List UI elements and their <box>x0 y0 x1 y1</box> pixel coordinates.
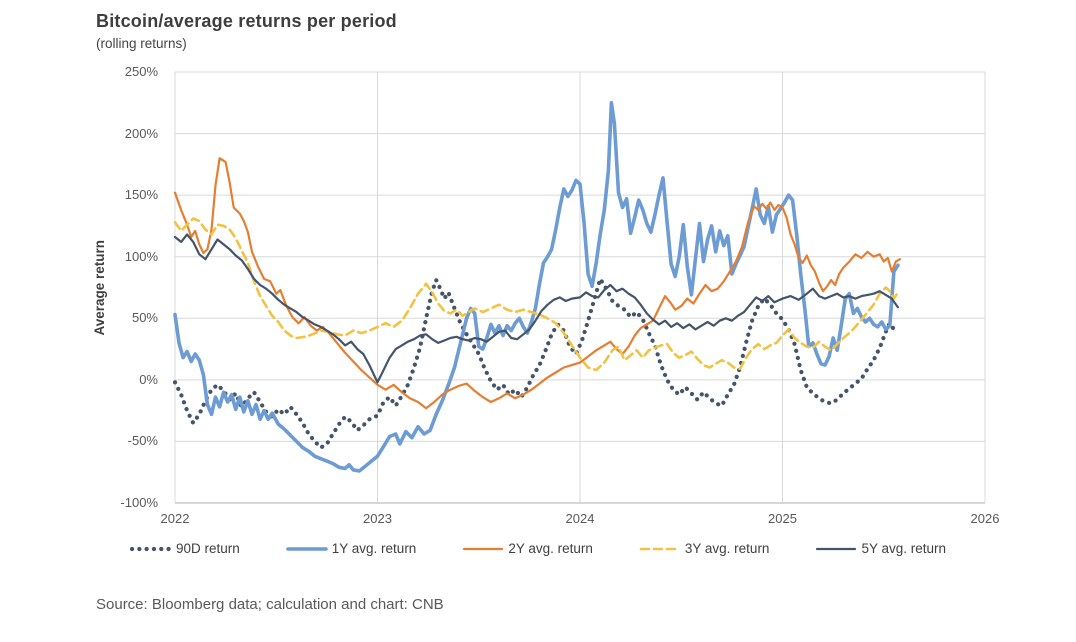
series-line-90d-return <box>172 276 901 450</box>
x-tick-label: 2024 <box>565 511 595 526</box>
chart-legend: 90D return 1Y avg. return 2Y avg. return 3Y… <box>0 541 1076 556</box>
legend-item-3y-avg-return: 3Y avg. return <box>639 541 770 556</box>
legend-item-5y-avg-return: 5Y avg. return <box>815 541 946 556</box>
y-tick-label: 50% <box>131 310 158 326</box>
series-line-2y-avg-return <box>173 157 902 410</box>
legend-marker-dotted-icon <box>129 546 172 551</box>
y-tick-label: -50% <box>127 433 158 449</box>
series-line-3y-avg-return <box>173 217 900 372</box>
legend-marker-solid-icon <box>285 546 328 551</box>
y-tick-label: -100% <box>120 495 158 510</box>
y-tick-label: 100% <box>124 248 158 264</box>
y-tick-label: 250% <box>124 64 158 79</box>
legend-label: 5Y avg. return <box>861 541 947 556</box>
legend-label: 2Y avg. return <box>508 541 593 556</box>
legend-marker-solid-icon <box>816 547 857 550</box>
x-tick-label: 2023 <box>363 511 392 526</box>
legend-marker-dashed-icon <box>639 547 681 550</box>
y-tick-label: 0% <box>139 371 158 387</box>
x-tick-label: 2022 <box>160 511 190 526</box>
y-tick-label: 200% <box>124 125 158 141</box>
series-line-1y-avg-return <box>173 101 900 473</box>
legend-item-2y-avg-return: 2Y avg. return <box>462 541 593 556</box>
legend-label: 1Y avg. return <box>331 541 417 556</box>
x-tick-label: 2026 <box>970 511 1000 526</box>
source-note: Source: Bloomberg data; calculation and … <box>96 596 444 613</box>
chart-subtitle: (rolling returns) <box>96 36 187 51</box>
legend-label: 3Y avg. return <box>684 541 770 556</box>
legend-label: 90D return <box>175 541 240 556</box>
x-tick-label: 2025 <box>768 511 797 526</box>
legend-item-1y-avg-return: 1Y avg. return <box>285 541 417 556</box>
series-line-5y-avg-return <box>173 233 900 384</box>
chart-title: Bitcoin/average returns per period <box>96 11 397 31</box>
legend-item-90d-return: 90D return <box>129 541 240 556</box>
legend-marker-solid-icon <box>463 547 504 550</box>
y-tick-label: 150% <box>124 187 158 203</box>
